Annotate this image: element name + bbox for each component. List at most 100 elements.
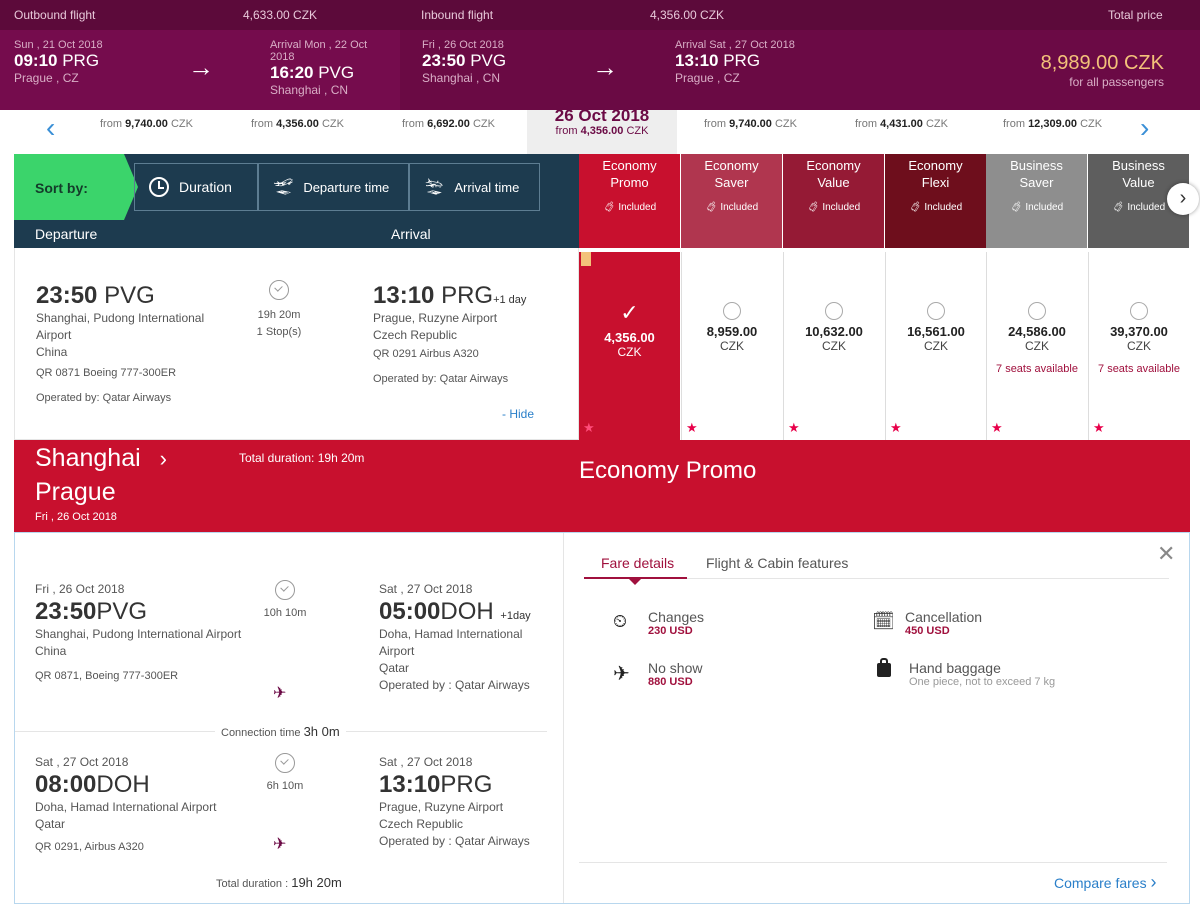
fare-option-0[interactable]: ✓ 4,356.00 CZK ★ [579, 252, 680, 440]
fare-name-line2: Saver [714, 175, 749, 190]
date-price-option[interactable]: from 4,356.00 CZK [251, 118, 344, 130]
fare-option-1[interactable]: 8,959.00 CZK ★ [681, 252, 782, 440]
fare-radio[interactable] [825, 302, 843, 320]
fare-name-line2: Value [1122, 175, 1155, 190]
arr-operated-by: Operated by: Qatar Airways [373, 373, 509, 385]
out-arr-time: 16:20 [270, 63, 314, 82]
chevron-right-icon: › [159, 446, 167, 471]
next-fares-icon[interactable]: › [1167, 183, 1199, 215]
baggage-icon: 🧳︎ [704, 202, 718, 213]
sort-departure-button[interactable]: 🛫︎ Departure time [258, 163, 409, 211]
leg-arr-airport: Prague, Ruzyne Airport [379, 800, 504, 814]
flight-info: QR 0871 Boeing 777-300ER [36, 367, 177, 379]
hide-details-link[interactable]: - Hide [502, 407, 535, 421]
date-price-option[interactable]: from 6,692.00 CZK [402, 118, 495, 130]
tab-fare-details[interactable]: Fare details [601, 555, 675, 571]
duration-clock-icon [275, 753, 295, 773]
date-price-option[interactable]: from 12,309.00 CZK [1003, 118, 1103, 130]
itinerary-summary: Sun , 21 Oct 2018 09:10 PRG Prague , CZ … [0, 30, 1200, 118]
chevron-right-icon: › [1150, 872, 1157, 892]
outbound-summary[interactable]: Sun , 21 Oct 2018 09:10 PRG Prague , CZ … [0, 30, 400, 118]
leg-duration: 6h 10m [266, 780, 304, 792]
fare-header-1[interactable]: Economy Saver 🧳︎ Included [681, 154, 782, 248]
arr-time: 13:10 [373, 282, 435, 309]
fare-option-4[interactable]: 24,586.00 CZK 7 seats available ★ [986, 252, 1087, 440]
fare-radio[interactable] [723, 302, 741, 320]
fare-included: 🧳︎ Included [602, 202, 657, 213]
leg-arr-time: 05:00 [379, 598, 441, 625]
star-icon: ★ [991, 420, 1003, 435]
star-icon: ★ [890, 420, 902, 435]
out-dep-date: Sun , 21 Oct 2018 [14, 39, 103, 51]
fare-included: 🧳︎ Included [1111, 202, 1166, 213]
bookmark-icon [581, 252, 591, 266]
fare-option-2[interactable]: 10,632.00 CZK ★ [783, 252, 884, 440]
date-price-option[interactable]: from 9,740.00 CZK [100, 118, 193, 130]
out-dep-city: Prague , CZ [14, 71, 79, 85]
to-city: Prague [35, 478, 116, 506]
fare-option-5[interactable]: 39,370.00 CZK 7 seats available ★ [1088, 252, 1189, 440]
fare-header-2[interactable]: Economy Value 🧳︎ Included [783, 154, 884, 248]
fare-header-0[interactable]: Economy Promo 🧳︎ Included [579, 154, 680, 248]
takeoff-icon: 🛫︎ [273, 179, 294, 196]
fare-radio[interactable] [1130, 302, 1148, 320]
chevron-right-icon[interactable]: › [1140, 112, 1150, 143]
fare-header-3[interactable]: Economy Flexi 🧳︎ Included [885, 154, 986, 248]
leg-dep-date: Fri , 26 Oct 2018 [35, 582, 125, 596]
in-arr-code: PRG [723, 51, 761, 70]
fare-currency: CZK [924, 339, 948, 353]
leg-operated: Operated by : Qatar Airways [379, 834, 530, 848]
fare-currency: CZK [1025, 339, 1049, 353]
changes-value: 230 USD [648, 625, 693, 637]
in-dep-date: Fri , 26 Oct 2018 [422, 39, 504, 51]
tab-pointer [629, 579, 641, 585]
leg-dep-airport: Shanghai, Pudong International Airport [35, 627, 242, 641]
inbound-price: 4,356.00 CZK [650, 8, 725, 22]
arr-flight-info: QR 0291 Airbus A320 [373, 348, 479, 360]
seats-available: 7 seats available [996, 363, 1078, 375]
checkmark-icon: ✓ [620, 300, 639, 325]
arrival-column-label: Arrival [391, 226, 431, 242]
fare-name-line1: Economy [806, 158, 861, 173]
fare-option-3[interactable]: 16,561.00 CZK ★ [885, 252, 986, 440]
close-icon[interactable]: ✕ [1157, 541, 1176, 566]
fare-price: 24,586.00 [1008, 324, 1066, 339]
inbound-summary[interactable]: Fri , 26 Oct 2018 23:50 PVG Shanghai , C… [400, 30, 800, 118]
flight-option-row[interactable]: 23:50 PVG Shanghai, Pudong International… [14, 248, 579, 440]
seats-available: 7 seats available [1098, 363, 1180, 375]
chevron-left-icon[interactable]: ‹ [46, 112, 56, 143]
fare-radio[interactable] [927, 302, 945, 320]
out-arr-date: Arrival Mon , 22 Oct 2018 [270, 39, 368, 63]
leg-arr-country: Czech Republic [379, 817, 464, 831]
dep-country: China [36, 345, 68, 359]
operated-by: Operated by: Qatar Airways [36, 392, 172, 404]
star-icon: ★ [1093, 420, 1105, 435]
fare-header-4[interactable]: Business Saver 🧳︎ Included [986, 154, 1087, 248]
leg-arr-airport: Doha, Hamad International Airport [379, 627, 523, 658]
leg-arr-code: PRG [440, 771, 493, 798]
out-dep-time: 09:10 [14, 51, 58, 70]
duration-clock-icon [269, 280, 289, 300]
sort-duration-button[interactable]: Duration [134, 163, 258, 211]
date-price-option[interactable]: from 4,431.00 CZK [855, 118, 948, 130]
tab-flight-cabin-features[interactable]: Flight & Cabin features [706, 555, 849, 571]
in-dep-code: PVG [470, 51, 507, 70]
connection-time: Connection time 3h 0m [215, 724, 346, 739]
landing-icon: 🛬︎ [424, 179, 445, 196]
sort-by-label: Sort by: [14, 154, 138, 220]
leg-dep-airport: Doha, Hamad International Airport [35, 800, 217, 814]
baggage-icon: 🧳︎ [1111, 202, 1125, 213]
from-city[interactable]: Shanghai › [35, 444, 167, 472]
sort-arrival-button[interactable]: 🛬︎ Arrival time [409, 163, 540, 211]
fare-price: 10,632.00 [805, 324, 863, 339]
in-arr-date: Arrival Sat , 27 Oct 2018 [675, 39, 795, 51]
compare-fares-link[interactable]: Compare fares › [1054, 872, 1157, 892]
baggage-icon: 🧳︎ [602, 202, 616, 213]
flight-stops: 1 Stop(s) [256, 326, 302, 338]
selected-date-option[interactable]: 26 Oct 2018 from 4,356.00 CZK [527, 106, 677, 154]
hand-baggage-label: Hand baggage [909, 660, 1001, 676]
date-price-option[interactable]: from 9,740.00 CZK [704, 118, 797, 130]
tab-divider [687, 578, 1169, 579]
total-duration: Total duration : 19h 20m [216, 875, 342, 890]
fare-radio[interactable] [1028, 302, 1046, 320]
